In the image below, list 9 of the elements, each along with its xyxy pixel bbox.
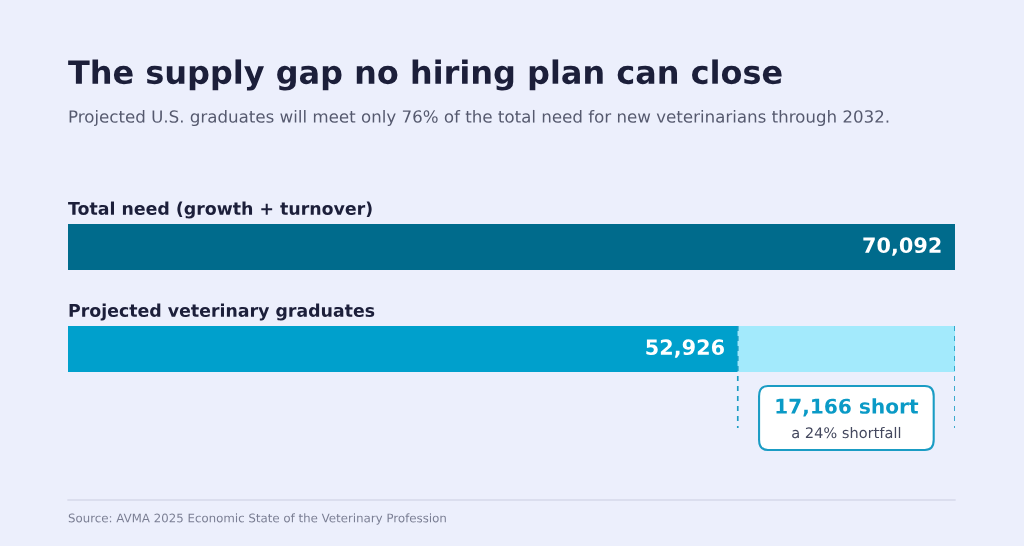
- data-label: 70,092: [863, 237, 941, 256]
- chart-title: The supply gap no hiring plan can close: [68, 59, 782, 91]
- y-tick-label: Total need (growth + turnover): [68, 201, 372, 219]
- y-tick-label: Projected veterinary graduates: [69, 303, 375, 321]
- text: a 24% shortfall: [792, 426, 901, 439]
- chart-subtitle: Projected U.S. graduates will meet only 76% of the total need for new veterinarians through 2032.: [69, 109, 889, 127]
- source-note: Source: AVMA 2025 Economic State of the Veterinary Profession: [68, 513, 446, 525]
- data-label: 52,926: [646, 339, 724, 358]
- text: 17,166 short: [776, 398, 919, 417]
